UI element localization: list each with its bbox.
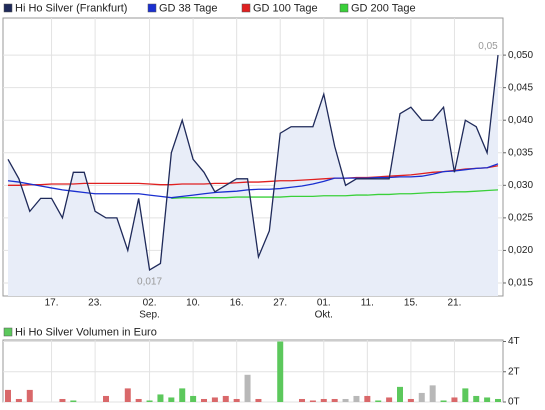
volume-bar [342,398,349,402]
volume-bar [70,400,77,402]
volume-bar [233,398,240,402]
x-tick-label: 16. [230,298,244,309]
x-tick-label: 01. [317,298,331,309]
x-tick-label: 17. [45,298,59,309]
legend-swatch [3,327,13,337]
x-tick-label: 02. [143,298,157,309]
volume-bar [429,385,436,402]
volume-bar [255,398,262,402]
volume-bar [168,397,175,402]
volume-bar [26,389,33,402]
x-tick-label: 10. [186,298,200,309]
x-tick-label: 15. [404,298,418,309]
x-tick-label: 23. [88,298,102,309]
volume-bar [418,392,425,402]
y-tick-label: 0,020 [508,245,533,256]
volume-bar [157,394,164,402]
volume-bar [386,397,393,402]
volume-bar [124,388,131,402]
volume-bar [5,389,11,402]
volume-bar [407,398,414,402]
volume-bar [495,398,501,402]
legend-swatch [147,3,157,13]
y-tick-label: 4T [508,336,520,347]
y-tick-label: 0,015 [508,278,533,289]
volume-bar [462,388,469,402]
series-line [171,189,499,199]
volume-bar [211,397,218,402]
y-tick-label: 0,050 [508,50,533,61]
volume-bar [15,398,22,402]
volume-bar [59,398,66,402]
value-label: 0,05 [478,41,498,52]
y-tick-label: 0,045 [508,82,533,93]
y-tick-label: 0,030 [508,180,533,191]
volume-bar [146,400,153,402]
x-tick-label: 11. [361,298,374,309]
volume-bar [364,395,371,402]
y-tick-label: 0,035 [508,147,533,158]
volume-bar [277,341,284,402]
x-tick-label: 27. [273,298,287,309]
volume-bar [473,395,480,402]
legend-swatch [241,3,251,13]
volume-bar [353,395,360,402]
plot-area [2,339,504,403]
legend-label: Hi Ho Silver (Frankfurt) [15,2,127,14]
volume-bar [375,400,382,402]
volume-bar [190,395,197,402]
legend-label: GD 38 Tage [159,2,218,14]
value-label: 0,017 [137,277,162,288]
y-tick-label: 0,025 [508,213,533,224]
y-tick-label: 0T [508,397,520,408]
volume-bar [179,388,186,402]
legend-swatch [3,3,13,13]
volume-bar [309,400,316,402]
legend-label: GD 100 Tage [253,2,318,14]
x-tick-label: 21. [447,298,461,309]
x-month-label: Sep. [139,310,160,321]
y-tick-label: 0,040 [508,115,533,126]
volume-bar [299,398,305,402]
volume-bar [484,397,491,402]
volume-bar [331,398,338,402]
legend-swatch [339,3,349,13]
series-line [8,165,499,186]
volume-bar [201,398,207,402]
volume-bar [135,398,142,402]
volume-bar [451,397,458,402]
volume-bar [244,374,251,402]
volume-bar [320,398,327,402]
legend-label: Hi Ho Silver Volumen in Euro [15,326,157,338]
volume-bar [440,400,447,402]
legend-label: GD 200 Tage [351,2,416,14]
series-line [7,55,499,272]
y-tick-label: 2T [508,366,520,377]
price-area [8,55,498,296]
x-month-label: Okt. [315,310,333,321]
volume-bar [397,386,403,402]
volume-bar [103,395,109,402]
volume-bar [222,395,229,402]
